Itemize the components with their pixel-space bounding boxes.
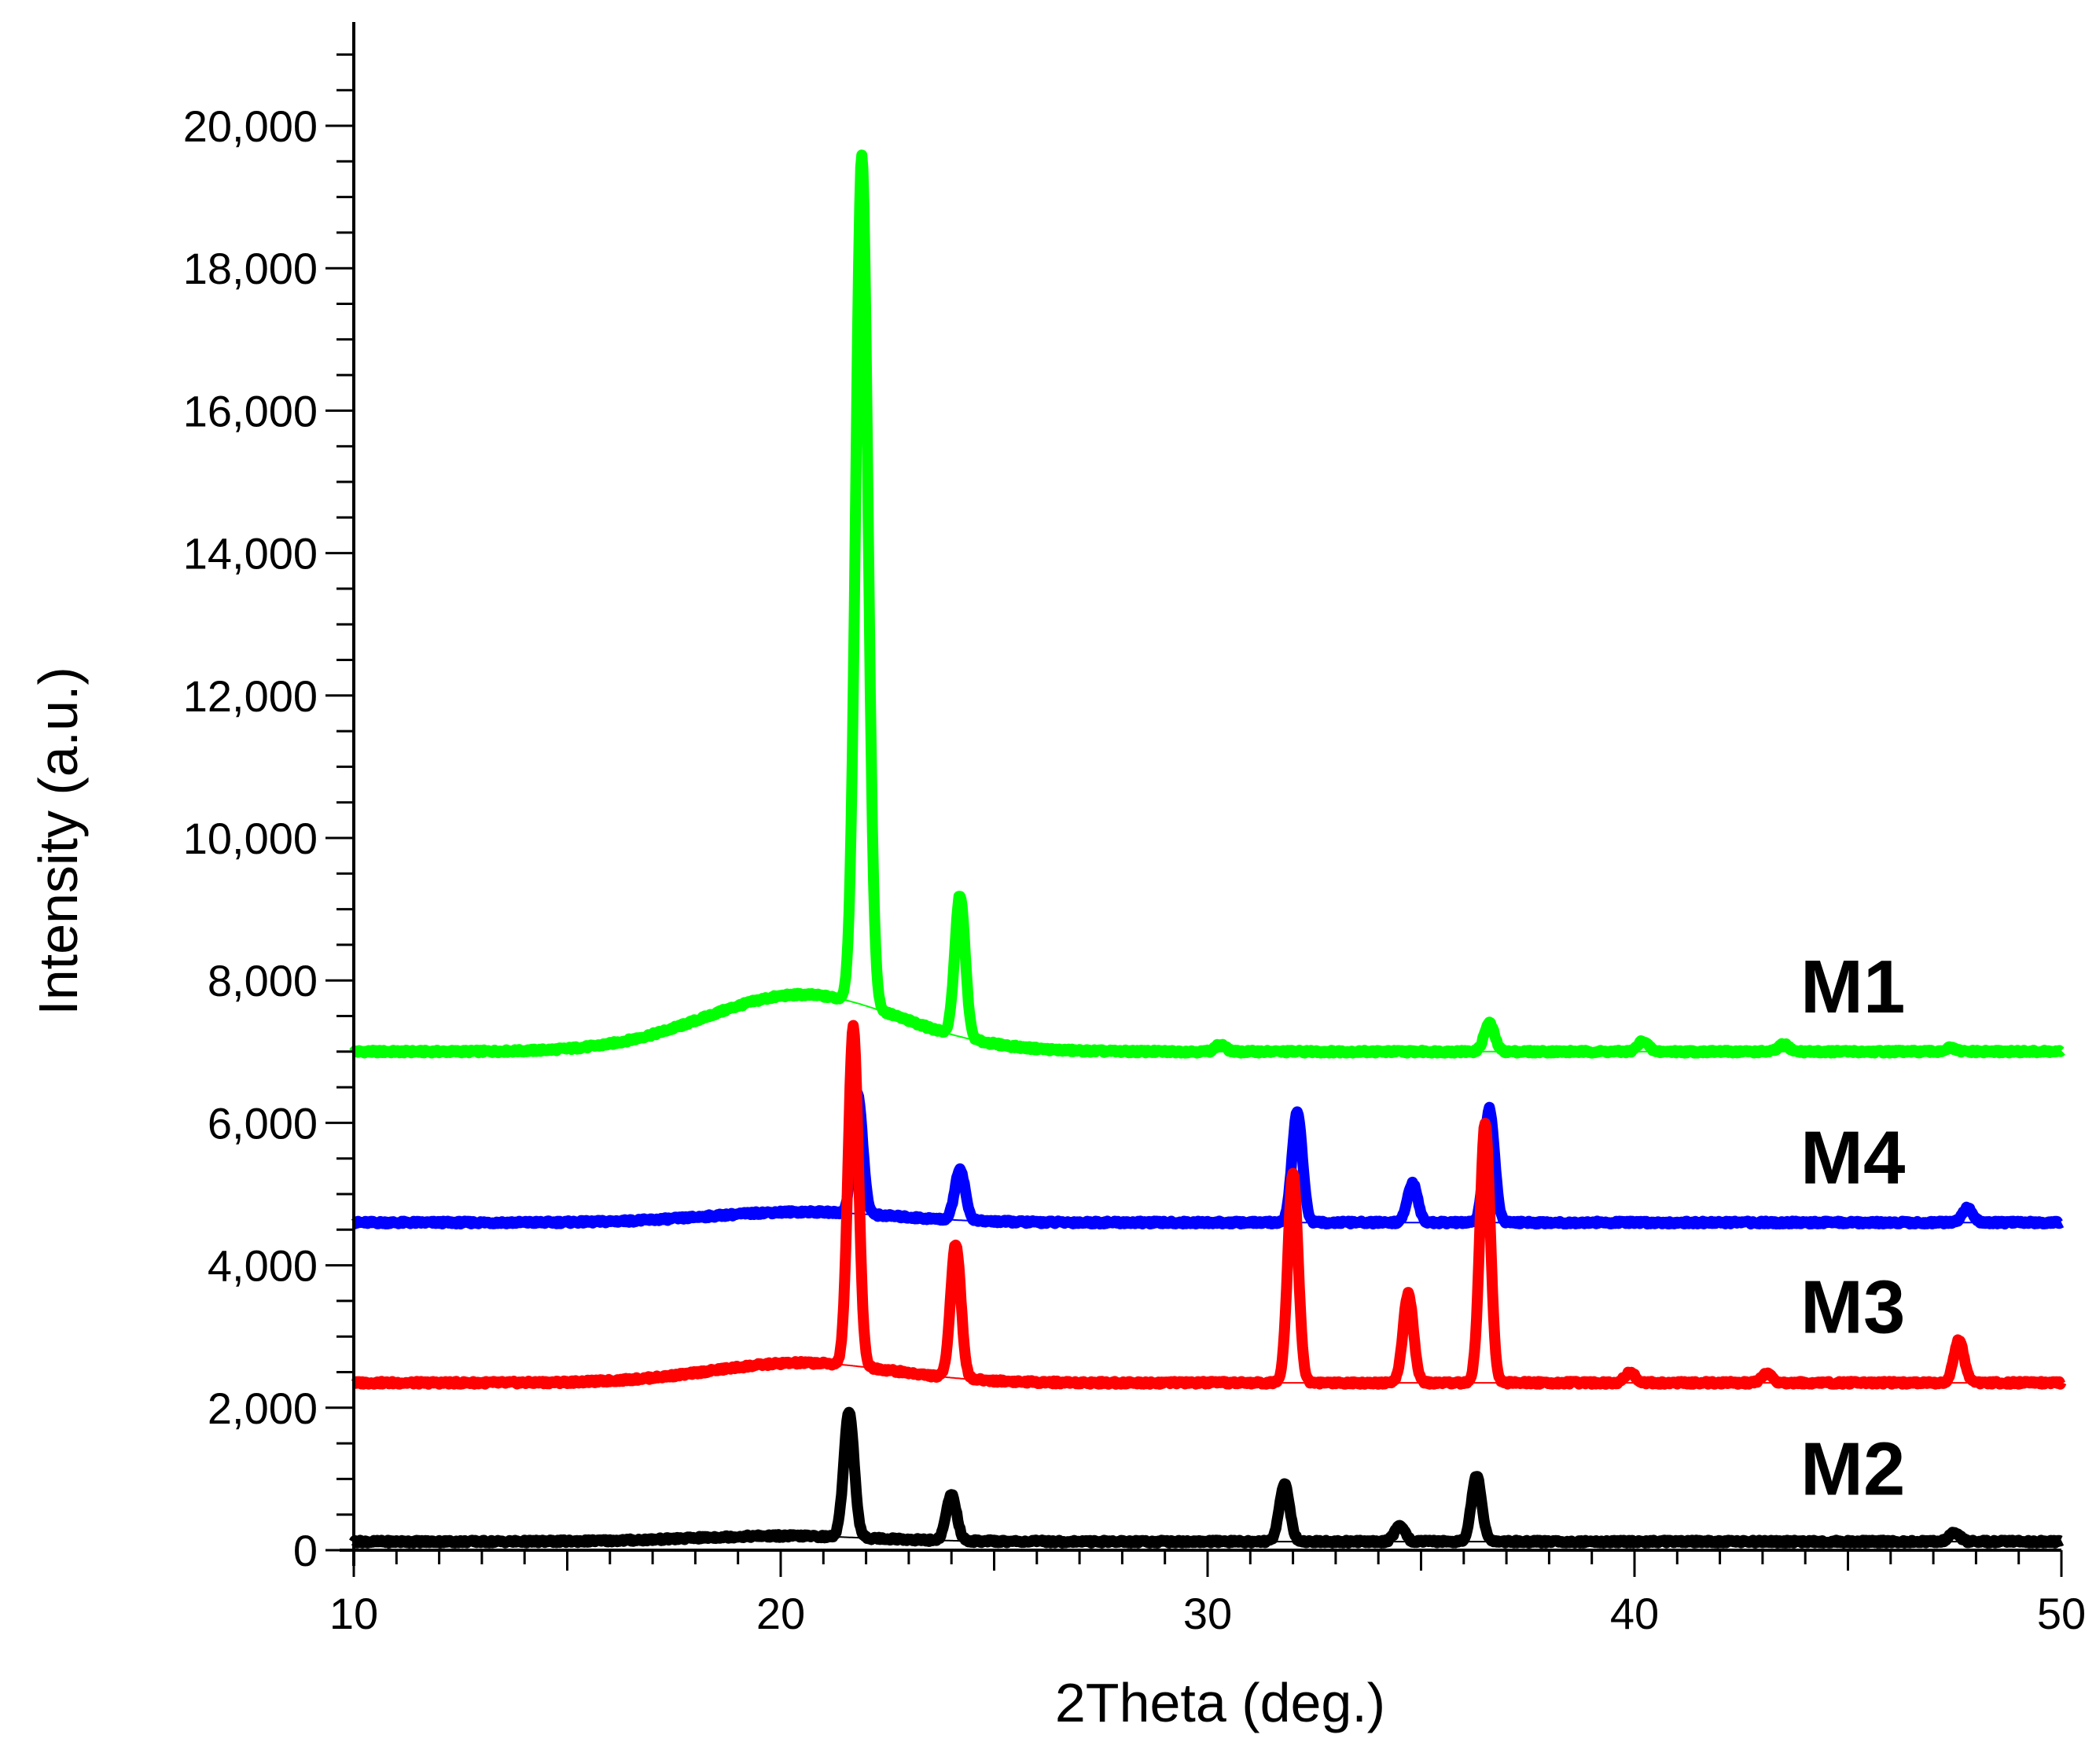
x-tick-label: 30	[1183, 1589, 1232, 1638]
y-tick-label: 8,000	[208, 956, 318, 1005]
series-label-m3: M3	[1800, 1266, 1905, 1350]
y-axis-title: Intensity (a.u.)	[28, 667, 89, 1016]
y-tick-label: 10,000	[183, 814, 318, 863]
series-m4-line	[349, 1087, 2066, 1230]
ticks-layer	[325, 53, 2063, 1577]
y-tick-label: 6,000	[208, 1098, 318, 1148]
axes-layer	[340, 22, 2061, 1566]
series-m2-line	[349, 1406, 2066, 1549]
y-tick-label: 4,000	[208, 1241, 318, 1291]
series-m1-line	[349, 149, 2066, 1059]
y-tick-label: 16,000	[183, 386, 318, 435]
y-tick-label: 12,000	[183, 671, 318, 721]
series-m3-line	[349, 1020, 2067, 1390]
series-label-m2: M2	[1800, 1427, 1905, 1511]
x-axis-title: 2Theta (deg.)	[1055, 1672, 1385, 1733]
x-tick-label: 10	[329, 1589, 378, 1638]
x-tick-label: 50	[2037, 1589, 2086, 1638]
y-tick-label: 2,000	[208, 1384, 318, 1433]
y-tick-label: 18,000	[183, 244, 318, 293]
series-label-m1: M1	[1800, 945, 1905, 1029]
series-label-m4: M4	[1800, 1115, 1905, 1200]
x-tick-label: 40	[1610, 1589, 1659, 1638]
x-tick-label: 20	[756, 1589, 805, 1638]
series-layer	[349, 149, 2067, 1549]
y-tick-label: 14,000	[183, 529, 318, 579]
y-tick-label: 0	[293, 1526, 318, 1575]
labels-layer: 0 2,000 4,000 6,000 8,000 10,000 12,000 14,000 1…	[183, 101, 2086, 1638]
y-tick-label: 20,000	[183, 101, 318, 151]
